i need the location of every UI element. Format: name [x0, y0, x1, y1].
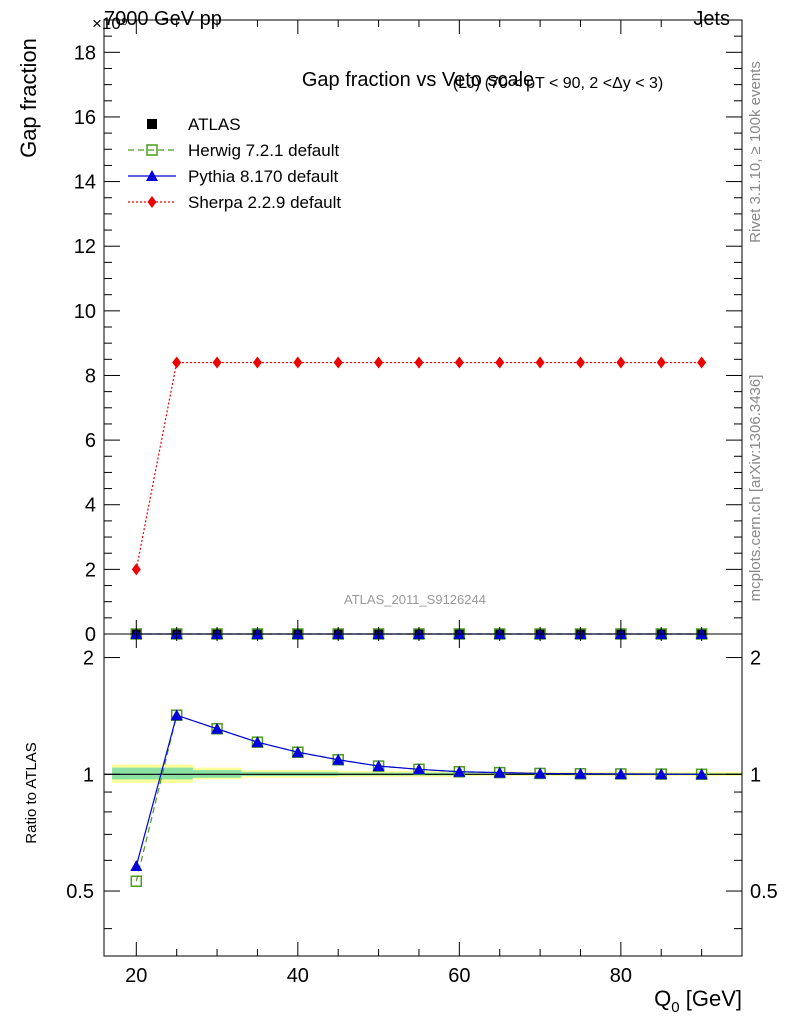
ratio-y-tick-label-right: 0.5 [750, 881, 778, 903]
x-tick-label: 60 [448, 965, 470, 987]
legend-label: Herwig 7.2.1 default [188, 141, 339, 160]
ratio-data-point [534, 767, 547, 779]
ratio-series-pythia [130, 709, 708, 872]
y-exponent-label: ×10⁹ [92, 14, 129, 33]
data-point [697, 356, 707, 369]
legend-marker [147, 119, 157, 129]
data-point [333, 356, 343, 369]
rivet-label: Rivet 3.1.10, ≥ 100k events [747, 61, 764, 243]
legend-item: Herwig 7.2.1 default [128, 141, 339, 160]
y-tick-label: 10 [74, 301, 96, 323]
ratio-plot-frame: 20 40 60 800.5 0.51 12 2 [66, 20, 778, 987]
ratio-data-point [655, 768, 668, 780]
legend-marker [146, 170, 158, 181]
ratio-plot-border [103, 633, 743, 957]
data-point [575, 356, 585, 369]
legend-item: Pythia 8.170 default [128, 167, 339, 186]
y-tick-label: 18 [74, 42, 96, 64]
legend-marker [147, 196, 157, 208]
ratio-data-point [291, 746, 304, 758]
ratio-y-tick-label: 2 [83, 648, 94, 670]
legend-label: Pythia 8.170 default [188, 167, 339, 186]
data-point [172, 356, 182, 369]
ratio-data-point [614, 767, 627, 779]
legend-item: Sherpa 2.2.9 default [128, 193, 341, 212]
ratio-data-point [130, 860, 143, 872]
series-sherpa [131, 356, 707, 576]
ratio-y-tick-label-right: 2 [750, 648, 761, 670]
analysis-label: ATLAS_2011_S9126244 [344, 592, 486, 607]
y-tick-label: 14 [74, 172, 96, 194]
legend-label: ATLAS [188, 115, 241, 134]
ratio-y-axis-label: Ratio to ATLAS [23, 742, 40, 843]
ratio-data-point [170, 709, 183, 721]
ratio-series-herwig [130, 709, 708, 887]
data-point [414, 356, 424, 369]
x-tick-label: 40 [287, 965, 309, 987]
data-point [454, 356, 464, 369]
data-point [212, 356, 222, 369]
y-tick-label: 2 [85, 559, 96, 581]
ratio-data-point [332, 753, 345, 765]
legend-marker [146, 144, 158, 156]
ratio-data-point [211, 722, 224, 734]
y-axis-label: Gap fraction [16, 38, 41, 158]
y-tick-label: 4 [85, 495, 96, 517]
uncertainty-band-inner [112, 767, 743, 780]
x-axis-label: Q0 [GeV] [654, 986, 742, 1016]
ratio-data-point [453, 765, 466, 777]
data-point [535, 356, 545, 369]
x-axis-title: Q0 [GeV] [654, 986, 742, 1016]
energy-label: 7000 GeV pp [104, 8, 222, 30]
ratio-y-tick-label: 0.5 [66, 881, 94, 903]
data-point [616, 356, 626, 369]
data-point [495, 356, 505, 369]
ratio-data-point [574, 767, 587, 779]
chart-subtitle: (LJ) (70 < pT < 90, 2 <Δy < 3) [453, 75, 664, 92]
data-point [656, 356, 666, 369]
y-tick-label: 16 [74, 107, 96, 129]
main-plot-frame: 0 2 4 6 8 10 12 14 16 18 [74, 19, 743, 646]
ratio-y-tick-label: 1 [83, 764, 94, 786]
ratio-data-point [695, 768, 708, 780]
x-tick-label: 20 [125, 965, 147, 987]
data-point [252, 356, 262, 369]
legend-label: Sherpa 2.2.9 default [188, 193, 341, 212]
ratio-data-point [493, 766, 506, 778]
main-plot-border [103, 19, 743, 635]
category-label: Jets [693, 8, 730, 30]
ratio-y-tick-label-right: 1 [750, 764, 761, 786]
chart-title: Gap fraction vs Veto scale [302, 69, 534, 91]
ratio-data-point [130, 875, 143, 887]
ratio-data-point [412, 763, 425, 775]
y-tick-label: 12 [74, 236, 96, 258]
ratio-data-point [251, 736, 264, 748]
y-tick-label: 6 [85, 430, 96, 452]
data-point [374, 356, 384, 369]
y-tick-label: 0 [85, 624, 96, 646]
y-tick-label: 8 [85, 365, 96, 387]
legend-item: ATLAS [147, 115, 241, 134]
ratio-data-point [372, 760, 385, 772]
x-tick-label: 80 [610, 965, 632, 987]
ratio-series-line [135, 714, 702, 867]
series-line [135, 361, 702, 570]
ratio-series-line [135, 714, 702, 882]
legend: ATLAS Herwig 7.2.1 default Pythia 8.170 de… [128, 115, 341, 212]
data-point [131, 563, 141, 576]
data-point [293, 356, 303, 369]
mcplots-label: mcplots.cern.ch [arXiv:1306.3436] [747, 375, 764, 602]
